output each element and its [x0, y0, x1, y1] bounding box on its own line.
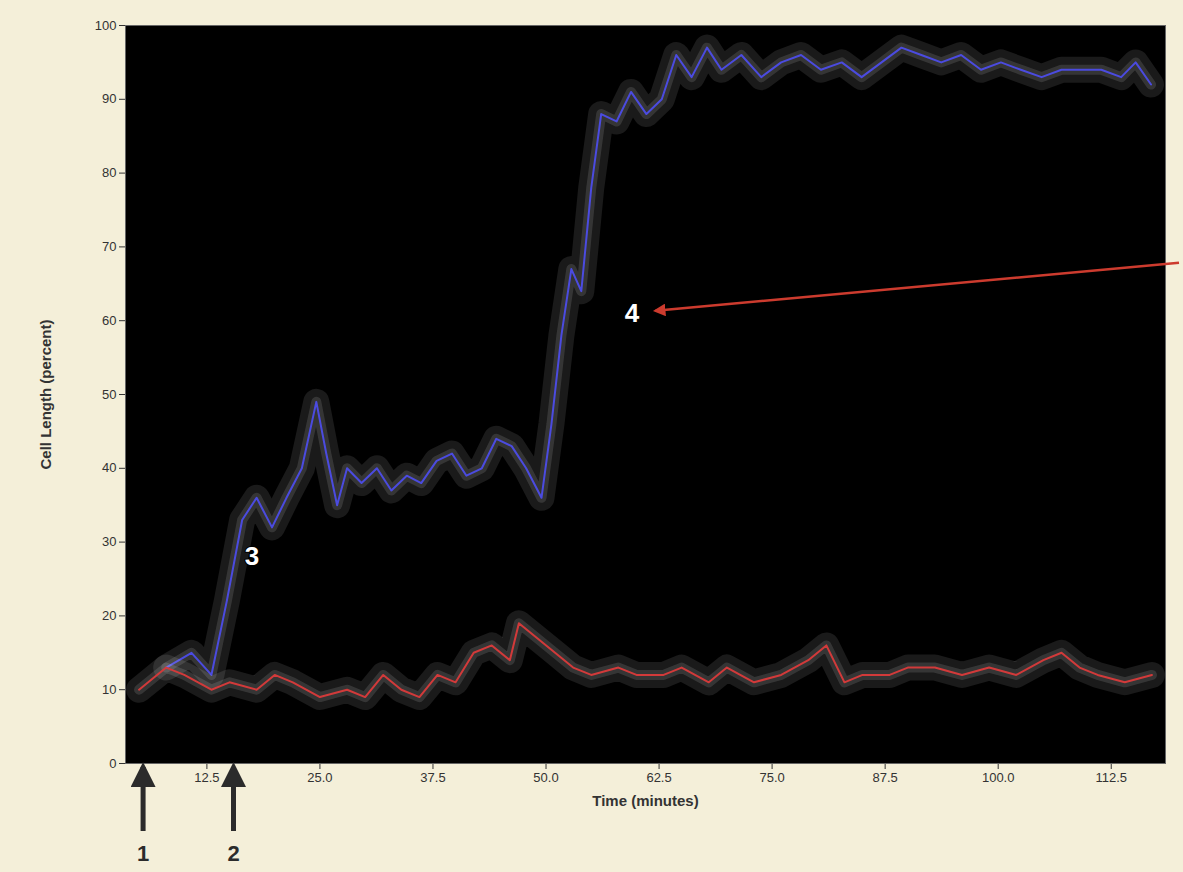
svg-text:87.5: 87.5 — [872, 770, 897, 785]
svg-text:37.5: 37.5 — [420, 770, 445, 785]
svg-text:100: 100 — [95, 18, 117, 33]
svg-text:60: 60 — [102, 313, 116, 328]
svg-text:62.5: 62.5 — [646, 770, 671, 785]
svg-text:50: 50 — [102, 387, 116, 402]
svg-text:2: 2 — [227, 841, 239, 866]
svg-text:70: 70 — [102, 239, 116, 254]
svg-text:3: 3 — [245, 541, 259, 571]
svg-text:30: 30 — [102, 534, 116, 549]
svg-text:112.5: 112.5 — [1095, 770, 1127, 785]
svg-text:40: 40 — [102, 460, 116, 475]
svg-text:25.0: 25.0 — [307, 770, 332, 785]
svg-text:90: 90 — [102, 91, 116, 106]
svg-text:50.0: 50.0 — [533, 770, 558, 785]
svg-text:1: 1 — [137, 841, 149, 866]
svg-text:80: 80 — [102, 165, 116, 180]
svg-text:0: 0 — [109, 756, 116, 771]
svg-text:Cell Length (percent): Cell Length (percent) — [37, 319, 54, 469]
svg-text:75.0: 75.0 — [759, 770, 784, 785]
svg-text:20: 20 — [102, 608, 116, 623]
svg-text:4: 4 — [625, 298, 640, 328]
svg-text:12.5: 12.5 — [194, 770, 219, 785]
svg-text:Time (minutes): Time (minutes) — [592, 792, 698, 809]
svg-text:100.0: 100.0 — [982, 770, 1015, 785]
svg-text:10: 10 — [102, 682, 116, 697]
